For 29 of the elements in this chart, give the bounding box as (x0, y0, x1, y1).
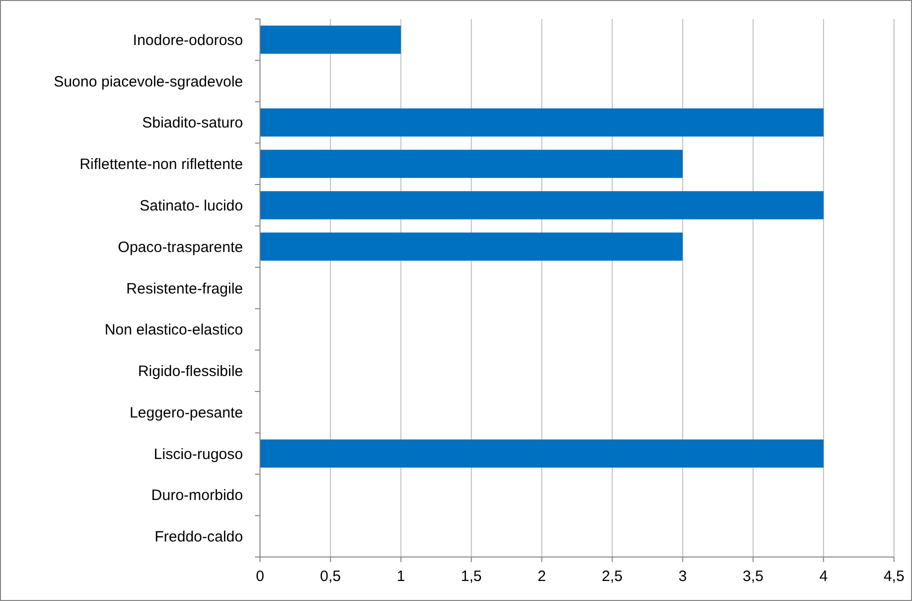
y-tick-label: Leggero-pesante (130, 404, 243, 422)
x-tick-label: 1 (396, 568, 406, 585)
x-tick-label: 3 (678, 568, 687, 585)
x-tick-label: 0,5 (320, 568, 341, 585)
y-tick-label: Riflettente-non riflettente (80, 156, 243, 174)
x-tick-label: 0 (256, 568, 264, 585)
y-tick-label: Resistente-fragile (126, 280, 243, 298)
x-tick-label: 4 (819, 568, 828, 585)
x-tick-label: 2 (538, 568, 546, 585)
x-tick-label: 1,5 (460, 568, 482, 585)
y-tick-label: Liscio-rugoso (154, 446, 243, 463)
bar (260, 150, 683, 178)
x-tick-label: 4,5 (884, 568, 904, 585)
x-tick-label: 2,5 (602, 568, 623, 585)
y-tick-label: Suono piacevole-sgradevole (54, 73, 243, 90)
x-tick-label: 3,5 (742, 568, 764, 585)
bar (260, 26, 401, 54)
y-tick-label: Non elastico-elastico (104, 322, 243, 339)
y-tick-label: Freddo-caldo (154, 528, 243, 546)
y-tick-label: Duro-morbido (151, 487, 243, 504)
bar (260, 232, 683, 261)
bar (260, 191, 824, 220)
y-tick-label: Rigido-flessibile (138, 363, 243, 380)
y-tick-label: Satinato- lucido (140, 197, 243, 214)
y-tick-label: Inodore-odoroso (132, 32, 243, 49)
bar (260, 108, 824, 137)
bar (260, 439, 824, 468)
y-tick-label: Sbiadito-saturo (142, 114, 243, 132)
y-tick-label: Opaco-trasparente (118, 238, 243, 256)
